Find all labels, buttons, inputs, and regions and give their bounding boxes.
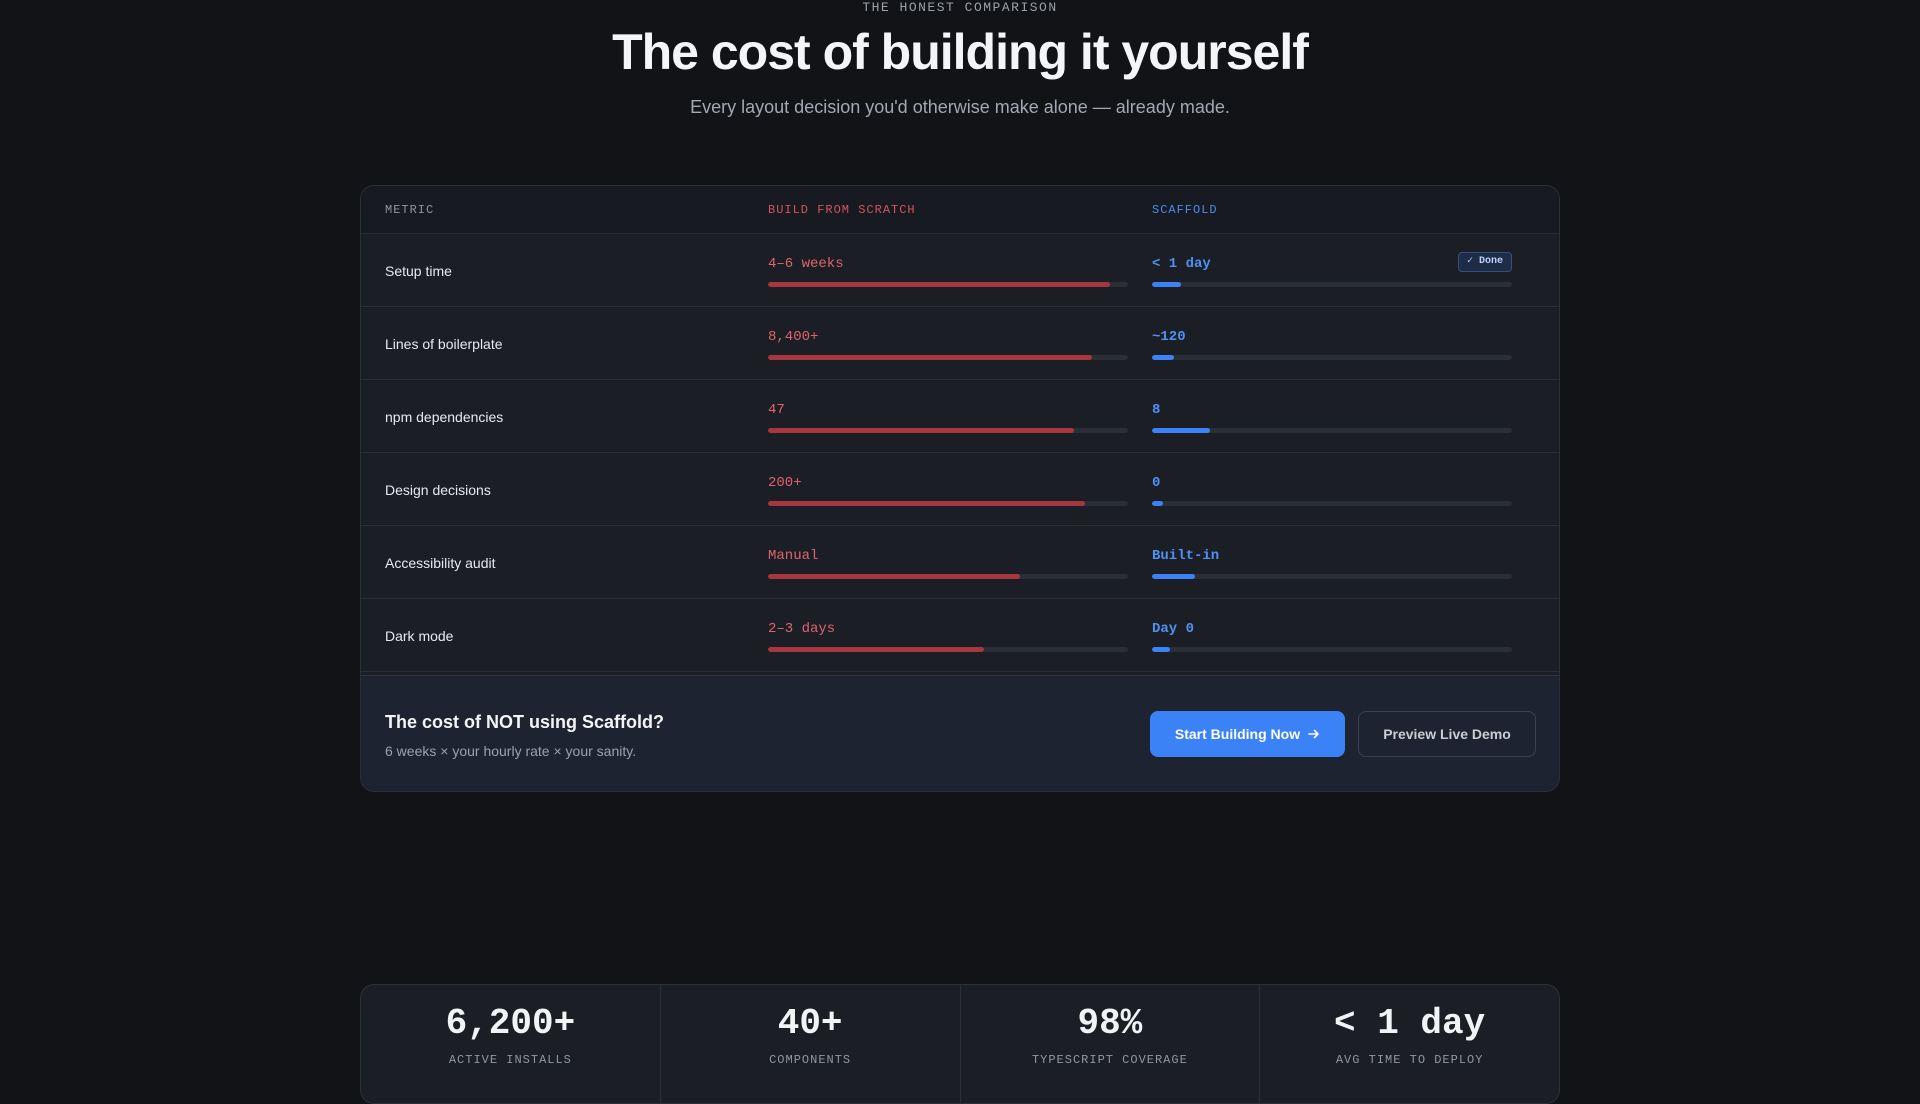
scaffold-bar-track <box>1152 647 1512 652</box>
scratch-bar-track <box>768 647 1128 652</box>
scratch-cell: 200+ <box>768 475 1128 506</box>
scratch-bar-fill <box>768 282 1110 287</box>
scaffold-value: Day 0 <box>1152 621 1195 637</box>
comparison-table-header: METRIC BUILD FROM SCRATCH SCAFFOLD <box>361 186 1559 234</box>
metric-label: Setup time <box>385 262 452 279</box>
scratch-cell: Manual <box>768 548 1128 579</box>
header-scaffold: SCAFFOLD <box>1152 202 1218 217</box>
scratch-cell: 47 <box>768 402 1128 433</box>
cta-panel: The cost of NOT using Scaffold? 6 weeks … <box>361 675 1559 791</box>
scaffold-bar-track <box>1152 428 1512 433</box>
scaffold-bar-fill <box>1152 501 1163 506</box>
stat-value: 98% <box>1077 1003 1143 1044</box>
scratch-bar-track <box>768 282 1128 287</box>
scratch-bar-fill <box>768 355 1092 360</box>
scaffold-cell: Day 0 <box>1152 621 1512 652</box>
scratch-bar-track <box>768 428 1128 433</box>
done-badge: ✓ Done <box>1457 252 1512 272</box>
scaffold-bar-track <box>1152 282 1512 287</box>
comparison-rows: Setup time 4–6 weeks < 1 day ✓ Done Line… <box>361 234 1559 672</box>
table-row: Dark mode 2–3 days Day 0 <box>361 599 1559 672</box>
stat-value: 6,200+ <box>445 1003 576 1044</box>
section-eyebrow: THE HONEST COMPARISON <box>862 0 1058 15</box>
metric-label: Design decisions <box>385 481 491 498</box>
scaffold-value: 0 <box>1152 475 1161 491</box>
scaffold-bar-fill <box>1152 355 1174 360</box>
scratch-value: 8,400+ <box>768 329 819 345</box>
metric-label: Dark mode <box>385 627 454 644</box>
preview-live-demo-label: Preview Live Demo <box>1383 726 1511 742</box>
scaffold-bar-fill <box>1152 282 1181 287</box>
scratch-bar-fill <box>768 428 1074 433</box>
scratch-value: Manual <box>768 548 819 564</box>
scaffold-cell: Built-in <box>1152 548 1512 579</box>
scaffold-value: ~120 <box>1152 329 1186 345</box>
stats-strip: 6,200+ ACTIVE INSTALLS 40+ COMPONENTS 98… <box>360 984 1560 1104</box>
page-title: The cost of building it yourself <box>612 24 1309 80</box>
scratch-bar-track <box>768 574 1128 579</box>
stat-components: 40+ COMPONENTS <box>661 985 961 1103</box>
cta-title: The cost of NOT using Scaffold? <box>385 712 664 732</box>
table-row: Lines of boilerplate 8,400+ ~120 <box>361 307 1559 380</box>
stat-label: TYPESCRIPT COVERAGE <box>1031 1053 1188 1067</box>
scaffold-bar-fill <box>1152 647 1170 652</box>
scratch-bar-fill <box>768 501 1085 506</box>
page-subtitle: Every layout decision you'd otherwise ma… <box>690 97 1230 117</box>
scratch-value: 200+ <box>768 475 802 491</box>
stat-label: AVG TIME TO DEPLOY <box>1335 1053 1484 1067</box>
stat-label: ACTIVE INSTALLS <box>448 1053 572 1067</box>
stat-typescript-coverage: 98% TYPESCRIPT COVERAGE <box>961 985 1261 1103</box>
preview-live-demo-button[interactable]: Preview Live Demo <box>1358 711 1536 757</box>
scratch-cell: 2–3 days <box>768 621 1128 652</box>
stat-value: < 1 day <box>1334 1003 1486 1044</box>
header-build-from-scratch: BUILD FROM SCRATCH <box>768 202 916 217</box>
scaffold-value: 8 <box>1152 402 1161 418</box>
start-building-label: Start Building Now <box>1174 726 1301 742</box>
scaffold-value: Built-in <box>1152 548 1220 564</box>
stat-avg-time-to-deploy: < 1 day AVG TIME TO DEPLOY <box>1260 985 1559 1103</box>
scratch-cell: 4–6 weeks <box>768 256 1128 287</box>
table-row: Accessibility audit Manual Built-in <box>361 526 1559 599</box>
scaffold-bar-track <box>1152 355 1512 360</box>
metric-label: Lines of boilerplate <box>385 335 503 352</box>
scratch-bar-track <box>768 355 1128 360</box>
table-row: Design decisions 200+ 0 <box>361 453 1559 526</box>
scratch-cell: 8,400+ <box>768 329 1128 360</box>
scratch-bar-fill <box>768 574 1020 579</box>
metric-label: npm dependencies <box>385 408 504 425</box>
scaffold-cell: 0 <box>1152 475 1512 506</box>
header-metric: METRIC <box>385 202 435 217</box>
scaffold-cell: < 1 day ✓ Done <box>1152 252 1512 287</box>
scratch-bar-fill <box>768 647 984 652</box>
stat-label: COMPONENTS <box>769 1053 852 1067</box>
comparison-card: METRIC BUILD FROM SCRATCH SCAFFOLD Setup… <box>360 185 1560 792</box>
scratch-bar-track <box>768 501 1128 506</box>
scaffold-cell: ~120 <box>1152 329 1512 360</box>
scaffold-value: < 1 day <box>1152 256 1211 272</box>
table-row: npm dependencies 47 8 <box>361 380 1559 453</box>
scaffold-bar-track <box>1152 501 1512 506</box>
scaffold-bar-fill <box>1152 574 1196 579</box>
scratch-value: 2–3 days <box>768 621 836 637</box>
scaffold-bar-track <box>1152 574 1512 579</box>
stat-value: 40+ <box>777 1003 843 1044</box>
scratch-value: 47 <box>768 402 785 418</box>
cta-subtitle: 6 weeks × your hourly rate × your sanity… <box>385 743 637 759</box>
scratch-value: 4–6 weeks <box>768 256 844 272</box>
stat-active-installs: 6,200+ ACTIVE INSTALLS <box>361 985 661 1103</box>
scaffold-bar-fill <box>1152 428 1210 433</box>
metric-label: Accessibility audit <box>385 554 496 571</box>
arrow-right-icon <box>1308 729 1319 739</box>
start-building-button[interactable]: Start Building Now <box>1150 711 1345 757</box>
scaffold-cell: 8 <box>1152 402 1512 433</box>
table-row: Setup time 4–6 weeks < 1 day ✓ Done <box>361 234 1559 307</box>
